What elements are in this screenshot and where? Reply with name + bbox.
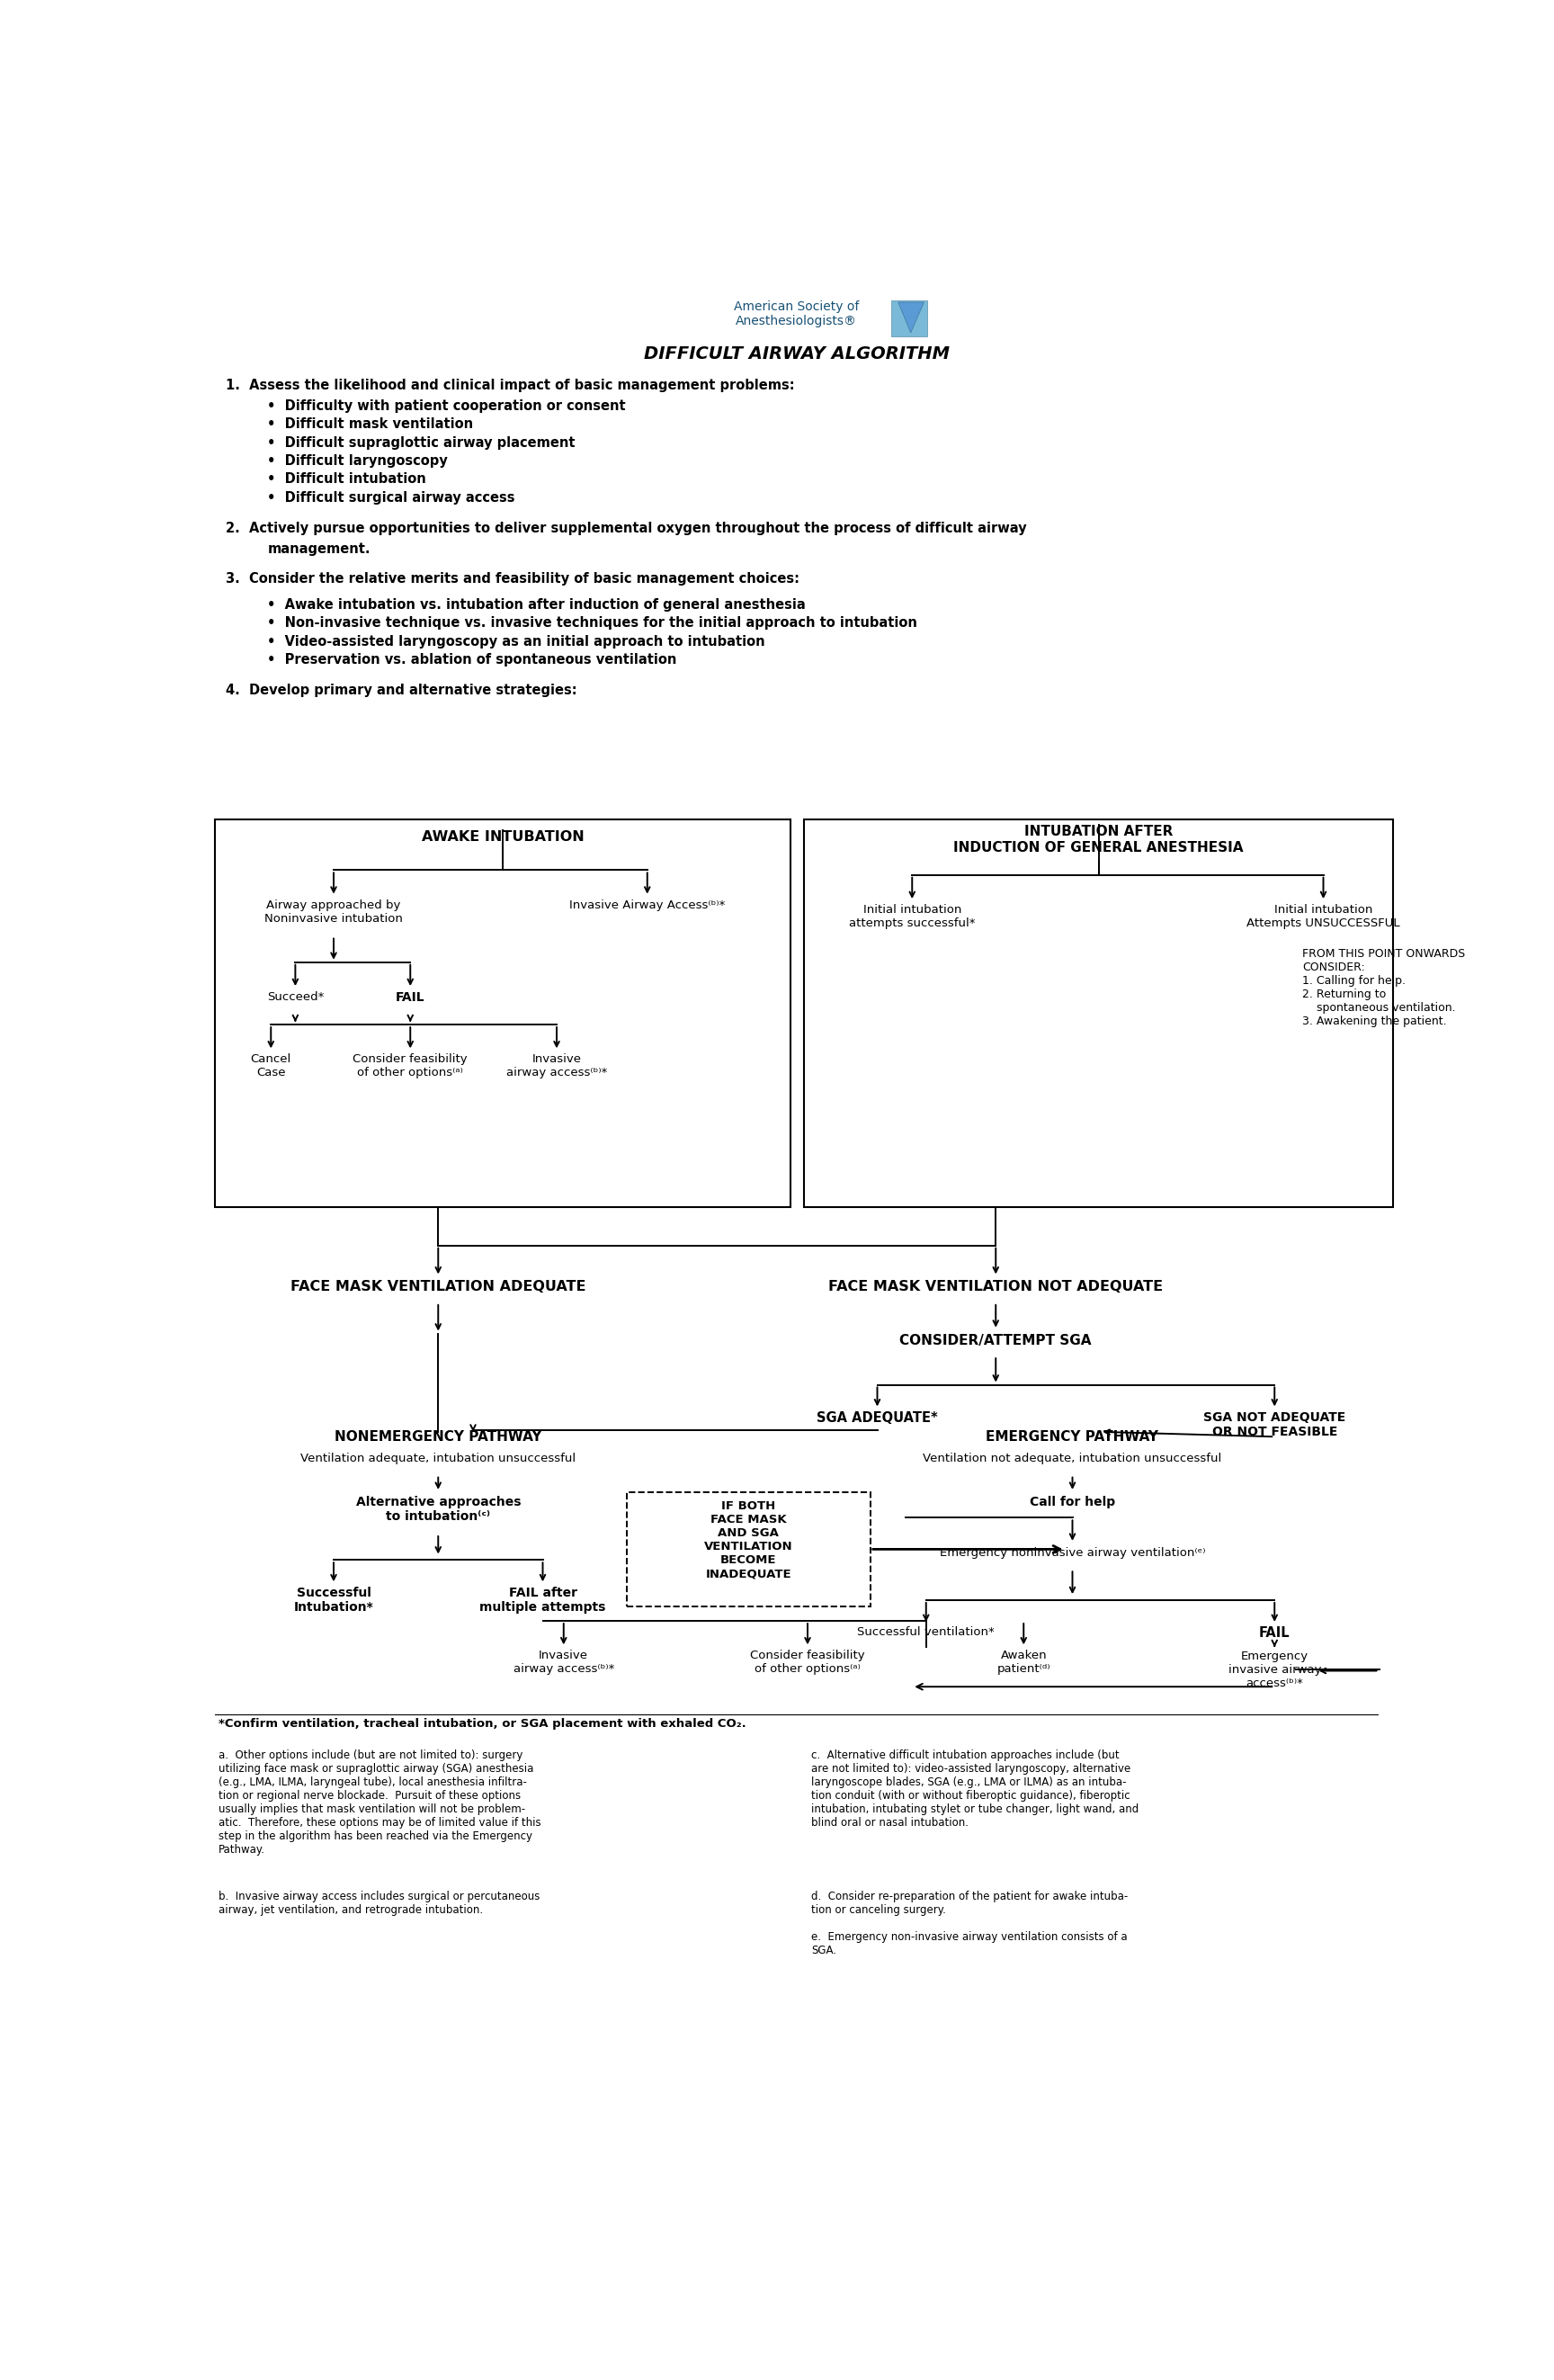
Text: Ventilation adequate, intubation unsuccessful: Ventilation adequate, intubation unsucce…	[300, 1452, 577, 1464]
Text: Cancel
Case: Cancel Case	[250, 1054, 291, 1078]
Text: Successful ventilation*: Successful ventilation*	[858, 1626, 995, 1637]
Text: FAIL: FAIL	[396, 992, 424, 1004]
Text: AWAKE INTUBATION: AWAKE INTUBATION	[421, 831, 584, 843]
Polygon shape	[898, 302, 925, 333]
Text: Awaken
patient⁽ᵈ⁾: Awaken patient⁽ᵈ⁾	[996, 1649, 1051, 1676]
Text: c.  Alternative difficult intubation approaches include (but
are not limited to): c. Alternative difficult intubation appr…	[811, 1749, 1139, 1828]
Text: 3.  Consider the relative merits and feasibility of basic management choices:: 3. Consider the relative merits and feas…	[225, 571, 799, 585]
Text: Invasive
airway access⁽ᵇ⁾*: Invasive airway access⁽ᵇ⁾*	[513, 1649, 614, 1676]
Text: INTUBATION AFTER
INDUCTION OF GENERAL ANESTHESIA: INTUBATION AFTER INDUCTION OF GENERAL AN…	[954, 826, 1243, 854]
Text: e.  Emergency non-invasive airway ventilation consists of a
SGA.: e. Emergency non-invasive airway ventila…	[811, 1930, 1127, 1956]
Text: •  Difficult supraglottic airway placement: • Difficult supraglottic airway placemen…	[267, 436, 575, 450]
Bar	[803, 819, 1392, 1207]
Text: Invasive Airway Access⁽ᵇ⁾*: Invasive Airway Access⁽ᵇ⁾*	[569, 900, 726, 912]
Text: Emergency noninvasive airway ventilation⁽ᵉ⁾: Emergency noninvasive airway ventilation…	[940, 1547, 1206, 1559]
Text: management.: management.	[267, 543, 370, 557]
Text: Ventilation not adequate, intubation unsuccessful: Ventilation not adequate, intubation uns…	[923, 1452, 1221, 1464]
Text: •  Awake intubation vs. intubation after induction of general anesthesia: • Awake intubation vs. intubation after …	[267, 597, 807, 612]
Text: FROM THIS POINT ONWARDS
CONSIDER:
1. Calling for help.
2. Returning to
    spont: FROM THIS POINT ONWARDS CONSIDER: 1. Cal…	[1302, 947, 1465, 1026]
Text: CONSIDER/ATTEMPT SGA: CONSIDER/ATTEMPT SGA	[900, 1333, 1092, 1347]
Text: Succeed*: Succeed*	[267, 992, 323, 1002]
Text: FACE MASK VENTILATION NOT ADEQUATE: FACE MASK VENTILATION NOT ADEQUATE	[828, 1280, 1162, 1295]
Text: Successful
Intubation*: Successful Intubation*	[294, 1587, 373, 1614]
Text: Call for help: Call for help	[1030, 1495, 1116, 1509]
Text: •  Preservation vs. ablation of spontaneous ventilation: • Preservation vs. ablation of spontaneo…	[267, 652, 678, 666]
Text: •  Difficulty with patient cooperation or consent: • Difficulty with patient cooperation or…	[267, 400, 626, 412]
Text: 2.  Actively pursue opportunities to deliver supplemental oxygen throughout the : 2. Actively pursue opportunities to deli…	[225, 521, 1027, 536]
Text: Alternative approaches
to intubation⁽ᶜ⁾: Alternative approaches to intubation⁽ᶜ⁾	[356, 1495, 521, 1523]
Text: Initial intubation
attempts successful*: Initial intubation attempts successful*	[848, 904, 976, 928]
Text: IF BOTH
FACE MASK
AND SGA
VENTILATION
BECOME
INADEQUATE: IF BOTH FACE MASK AND SGA VENTILATION BE…	[704, 1499, 793, 1580]
Text: b.  Invasive airway access includes surgical or percutaneous
airway, jet ventila: b. Invasive airway access includes surgi…	[219, 1892, 541, 1916]
Text: FAIL after
multiple attempts: FAIL after multiple attempts	[480, 1587, 606, 1614]
Text: Initial intubation
Attempts UNSUCCESSFUL: Initial intubation Attempts UNSUCCESSFUL	[1246, 904, 1400, 928]
Text: Consider feasibility
of other options⁽ᵃ⁾: Consider feasibility of other options⁽ᵃ⁾	[751, 1649, 866, 1676]
Text: •  Difficult intubation: • Difficult intubation	[267, 474, 426, 486]
Text: NONEMERGENCY PATHWAY: NONEMERGENCY PATHWAY	[334, 1430, 542, 1442]
Text: 1.  Assess the likelihood and clinical impact of basic management problems:: 1. Assess the likelihood and clinical im…	[225, 378, 794, 393]
Text: FACE MASK VENTILATION ADEQUATE: FACE MASK VENTILATION ADEQUATE	[291, 1280, 586, 1295]
Text: SGA NOT ADEQUATE
OR NOT FEASIBLE: SGA NOT ADEQUATE OR NOT FEASIBLE	[1203, 1411, 1346, 1438]
Text: *Confirm ventilation, tracheal intubation, or SGA placement with exhaled CO₂.: *Confirm ventilation, tracheal intubatio…	[219, 1718, 746, 1730]
Text: Consider feasibility
of other options⁽ᵃ⁾: Consider feasibility of other options⁽ᵃ⁾	[353, 1054, 468, 1078]
Text: American Society of
Anesthesiologists®: American Society of Anesthesiologists®	[733, 300, 859, 328]
Text: Invasive
airway access⁽ᵇ⁾*: Invasive airway access⁽ᵇ⁾*	[507, 1054, 608, 1078]
Text: SGA ADEQUATE*: SGA ADEQUATE*	[817, 1411, 939, 1426]
Text: •  Difficult surgical airway access: • Difficult surgical airway access	[267, 490, 516, 505]
Bar	[890, 300, 928, 336]
Text: EMERGENCY PATHWAY: EMERGENCY PATHWAY	[987, 1430, 1159, 1442]
Text: a.  Other options include (but are not limited to): surgery
utilizing face mask : a. Other options include (but are not li…	[219, 1749, 541, 1854]
Text: d.  Consider re-preparation of the patient for awake intuba-
tion or canceling s: d. Consider re-preparation of the patien…	[811, 1892, 1128, 1916]
Text: DIFFICULT AIRWAY ALGORITHM: DIFFICULT AIRWAY ALGORITHM	[643, 345, 949, 362]
Text: Airway approached by
Noninvasive intubation: Airway approached by Noninvasive intubat…	[264, 900, 402, 923]
Text: •  Non-invasive technique vs. invasive techniques for the initial approach to in: • Non-invasive technique vs. invasive te…	[267, 616, 917, 631]
Text: •  Video-assisted laryngoscopy as an initial approach to intubation: • Video-assisted laryngoscopy as an init…	[267, 635, 765, 647]
Text: •  Difficult mask ventilation: • Difficult mask ventilation	[267, 416, 474, 431]
Bar	[214, 819, 789, 1207]
Bar	[626, 1492, 870, 1606]
Text: Emergency
invasive airway
access⁽ᵇ⁾*: Emergency invasive airway access⁽ᵇ⁾*	[1228, 1652, 1321, 1690]
Text: 4.  Develop primary and alternative strategies:: 4. Develop primary and alternative strat…	[225, 683, 577, 697]
Text: FAIL: FAIL	[1259, 1626, 1290, 1640]
Text: •  Difficult laryngoscopy: • Difficult laryngoscopy	[267, 455, 448, 469]
